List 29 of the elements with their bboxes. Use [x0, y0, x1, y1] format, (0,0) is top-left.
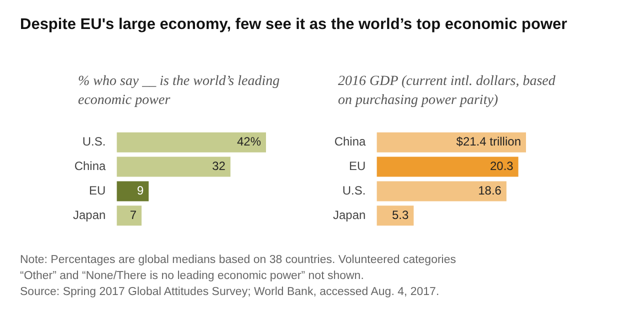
data-label: 7	[130, 208, 137, 222]
data-label: 9	[137, 184, 144, 198]
bar	[376, 206, 414, 226]
text: Note: Percentages are global medians based on 38 countries. Volunteered categories “Other” and “None/There is no leading economic power” not shown.	[20, 253, 458, 284]
y-tick-label: Japan	[332, 208, 366, 222]
y-tick-label: EU	[89, 184, 106, 198]
chart-subtitle: 2016 GDP (current intl. dollars, based on purchasing power parity)	[337, 73, 556, 110]
y-tick-label: China	[334, 134, 366, 149]
bar	[376, 181, 506, 202]
y-tick-label: Japan	[72, 208, 106, 222]
bar	[376, 132, 526, 152]
bar	[116, 132, 266, 152]
data-label: 20.3	[490, 159, 514, 174]
y-tick-label: China	[74, 159, 106, 174]
y-tick-label: U.S.	[82, 134, 106, 149]
bar	[376, 156, 518, 177]
data-label: 5.3	[392, 208, 409, 222]
data-label: $21.4 trillion	[456, 134, 521, 149]
bar	[116, 156, 230, 177]
y-tick-label: U.S.	[342, 184, 366, 198]
data-label: 18.6	[478, 184, 502, 198]
source-note: Source: Spring 2017 Global Attitudes Survey; World Bank, accessed Aug. 4, 2017.	[20, 285, 440, 300]
bar	[116, 181, 149, 202]
bar	[116, 206, 142, 226]
chart-subtitle: % who say __ is the world’s leading economic power	[77, 73, 281, 110]
y-tick-label: EU	[349, 159, 366, 174]
data-label: 32	[212, 159, 226, 174]
data-label: 42%	[236, 134, 262, 149]
chart-title: Despite EU's large economy, few see it as the world’s top economic power	[20, 16, 568, 34]
